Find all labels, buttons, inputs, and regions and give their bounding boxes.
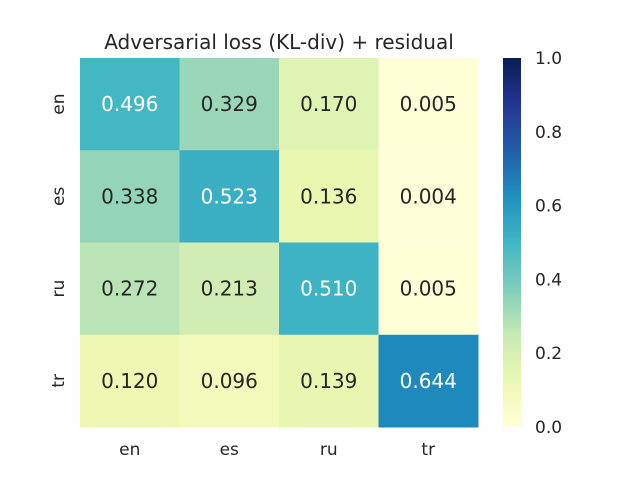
heatmap-cell xyxy=(179,242,280,336)
cell-value-label: 0.096 xyxy=(201,369,258,393)
chart-title: Adversarial loss (KL-div) + residual xyxy=(104,30,454,54)
heatmap-cell xyxy=(179,334,280,428)
cell-value-label: 0.272 xyxy=(101,277,158,301)
heatmap-cell xyxy=(378,334,479,428)
cell-value-label: 0.338 xyxy=(101,184,158,208)
heatmap-cell xyxy=(279,334,379,428)
heatmap-cell xyxy=(378,242,479,336)
colorbar-tick-label: 0.6 xyxy=(535,197,562,217)
heatmap-cell xyxy=(279,150,379,243)
heatmap-cell xyxy=(279,58,379,151)
colorbar-tick-label: 1.0 xyxy=(535,49,562,69)
cell-value-label: 0.329 xyxy=(201,92,258,116)
heatmap-cell xyxy=(80,242,180,336)
colorbar-tick-label: 0.2 xyxy=(535,344,562,364)
cell-value-label: 0.005 xyxy=(400,277,457,301)
heatmap-cell xyxy=(179,150,280,243)
cell-value-label: 0.004 xyxy=(400,184,457,208)
heatmap-cell xyxy=(179,58,280,151)
colorbar-tick-label: 0.4 xyxy=(535,270,562,290)
heatmap-cell xyxy=(279,242,379,336)
heatmap-cell xyxy=(80,150,180,243)
x-tick-label: ru xyxy=(320,440,338,460)
x-tick-label: en xyxy=(119,440,140,460)
heatmap-cells: 0.496 0.329 0.170 0.005 0.338 0.523 0.136 0.004… xyxy=(80,58,479,428)
cell-value-label: 0.644 xyxy=(400,369,457,393)
cell-value-label: 0.139 xyxy=(300,369,357,393)
heatmap-cell xyxy=(80,334,180,428)
cell-value-label: 0.496 xyxy=(101,92,158,116)
x-axis-ticks: en es ru tr xyxy=(119,440,435,460)
cell-value-label: 0.136 xyxy=(300,184,357,208)
heatmap-cell xyxy=(378,150,479,243)
y-tick-label: en xyxy=(49,94,69,115)
cell-value-label: 0.005 xyxy=(400,92,457,116)
heatmap-cell xyxy=(80,58,180,151)
heatmap-cell xyxy=(378,58,479,151)
cell-value-label: 0.510 xyxy=(300,277,357,301)
cell-value-label: 0.213 xyxy=(201,277,258,301)
y-tick-label: tr xyxy=(49,374,69,388)
colorbar xyxy=(503,58,521,427)
x-tick-label: tr xyxy=(421,440,435,460)
x-tick-label: es xyxy=(220,440,239,460)
y-tick-label: es xyxy=(49,187,69,206)
cell-value-label: 0.120 xyxy=(101,369,158,393)
cell-value-label: 0.170 xyxy=(300,92,357,116)
colorbar-tick-label: 0.0 xyxy=(535,418,562,438)
colorbar-gradient xyxy=(503,58,521,427)
colorbar-ticks: 0.0 0.2 0.4 0.6 0.8 1.0 xyxy=(535,49,562,438)
y-tick-label: ru xyxy=(49,280,69,298)
cell-value-label: 0.523 xyxy=(201,184,258,208)
y-axis-ticks: en es ru tr xyxy=(49,94,69,388)
colorbar-tick-label: 0.8 xyxy=(535,123,562,143)
